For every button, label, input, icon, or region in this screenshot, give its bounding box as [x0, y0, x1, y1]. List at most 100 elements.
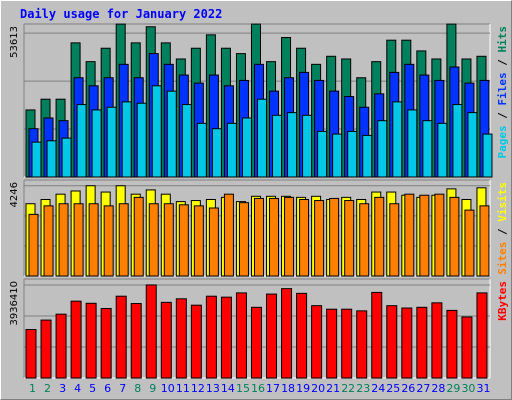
bar-kbytes-day-12	[190, 304, 202, 379]
day-label-6: 6	[104, 382, 111, 395]
bar-kbytes-day-13	[205, 295, 217, 379]
day-label-29: 29	[446, 382, 460, 395]
day-label-15: 15	[236, 382, 250, 395]
day-label-11: 11	[176, 382, 190, 395]
bar-kbytes-day-19	[296, 292, 308, 379]
bar-kbytes-day-8	[130, 303, 142, 379]
day-label-10: 10	[161, 382, 175, 395]
bar-sites-day-11	[178, 204, 189, 277]
bar-sites-day-31	[479, 205, 490, 277]
day-labels: 1 2 3 4 5 6 7 8 9 10 11 12 13 14 15 16 17 18 19 20 21 22 23 24 2…	[29, 382, 490, 395]
day-label-23: 23	[356, 382, 370, 395]
max-label-visits: 4246	[9, 182, 20, 207]
bar-sites-day-6	[103, 205, 114, 277]
axis-legend-part: Files	[496, 72, 509, 105]
bar-pages-day-19	[302, 114, 313, 178]
bar-sites-day-10	[163, 203, 174, 277]
bar-sites-day-23	[359, 203, 370, 277]
bar-sites-day-22	[344, 200, 355, 277]
bar-kbytes-day-18	[281, 288, 293, 379]
day-label-28: 28	[431, 382, 445, 395]
day-label-14: 14	[221, 382, 235, 395]
axis-legend-kbytes: KBytes	[496, 281, 509, 321]
bar-pages-day-30	[467, 112, 478, 178]
bar-pages-day-15	[241, 117, 252, 178]
day-label-1: 1	[29, 382, 36, 395]
axis-legend-visits: Sites / Visits	[496, 182, 509, 275]
day-label-8: 8	[134, 382, 141, 395]
day-label-31: 31	[476, 382, 490, 395]
bar-kbytes-day-24	[371, 291, 383, 379]
bar-sites-day-18	[284, 196, 295, 277]
bar-sites-day-9	[148, 203, 159, 277]
bar-pages-day-25	[392, 101, 403, 178]
bar-sites-day-7	[118, 203, 129, 277]
bar-pages-day-9	[151, 85, 162, 178]
bar-sites-day-5	[88, 203, 99, 277]
bar-kbytes-day-10	[160, 301, 172, 379]
bar-kbytes-day-3	[55, 313, 67, 379]
day-label-13: 13	[206, 382, 220, 395]
axis-legend-requests: Pages / Files / Hits	[496, 26, 509, 159]
bar-kbytes-day-15	[235, 292, 247, 379]
day-label-22: 22	[341, 382, 355, 395]
bar-kbytes-day-22	[341, 308, 353, 379]
bar-sites-day-14	[223, 193, 234, 277]
axis-legend-part: /	[496, 222, 509, 242]
bar-kbytes-day-29	[446, 309, 458, 379]
day-label-26: 26	[401, 382, 415, 395]
bar-kbytes-day-21	[326, 308, 338, 379]
bar-sites-day-4	[73, 203, 84, 277]
bar-sites-day-1	[28, 213, 39, 277]
bar-sites-day-2	[43, 205, 54, 277]
bar-sites-day-17	[269, 197, 280, 277]
max-label-kbytes: 3936410	[9, 281, 20, 326]
bar-pages-day-6	[106, 106, 117, 178]
bar-pages-day-10	[166, 90, 177, 178]
bar-sites-day-24	[374, 196, 385, 277]
day-label-9: 9	[149, 382, 156, 395]
day-label-24: 24	[371, 382, 385, 395]
bar-kbytes-day-16	[250, 306, 262, 379]
bar-pages-day-12	[196, 122, 207, 178]
bar-sites-day-26	[404, 193, 415, 277]
day-label-16: 16	[251, 382, 265, 395]
bar-kbytes-day-25	[386, 305, 398, 379]
day-label-25: 25	[386, 382, 400, 395]
bar-pages-day-14	[226, 122, 237, 178]
bar-kbytes-day-31	[476, 292, 488, 379]
bar-kbytes-day-17	[266, 293, 278, 379]
axis-legend-part: Pages	[496, 125, 509, 158]
bar-sites-day-28	[434, 193, 445, 277]
bar-sites-day-15	[238, 202, 249, 277]
bar-pages-day-3	[61, 137, 72, 178]
bar-pages-day-18	[287, 112, 298, 178]
bar-sites-day-29	[449, 196, 460, 277]
axis-legend-part: /	[496, 106, 509, 126]
bar-sites-day-21	[329, 197, 340, 277]
bar-pages-day-4	[76, 104, 87, 178]
bar-sites-day-3	[58, 203, 69, 277]
day-label-18: 18	[281, 382, 295, 395]
bar-sites-day-19	[299, 198, 310, 277]
max-label-requests: 53613	[9, 26, 20, 58]
bar-pages-day-8	[136, 102, 147, 178]
bar-kbytes-day-28	[431, 302, 443, 379]
bar-sites-day-8	[133, 196, 144, 277]
bar-kbytes-day-7	[115, 295, 127, 379]
bar-pages-day-1	[31, 141, 42, 178]
bar-kbytes-day-4	[70, 300, 82, 379]
bar-pages-day-23	[362, 134, 373, 178]
bar-sites-day-27	[419, 194, 430, 277]
axis-legend-part: Sites	[496, 242, 509, 275]
bar-kbytes-day-23	[356, 310, 368, 379]
bar-pages-day-2	[46, 140, 57, 178]
bar-pages-day-21	[332, 133, 343, 178]
bar-kbytes-day-20	[311, 305, 323, 379]
bar-pages-day-27	[422, 120, 433, 178]
bar-sites-day-25	[389, 203, 400, 277]
bar-kbytes-day-26	[401, 307, 413, 379]
bar-pages-day-7	[121, 101, 132, 178]
day-label-2: 2	[44, 382, 51, 395]
